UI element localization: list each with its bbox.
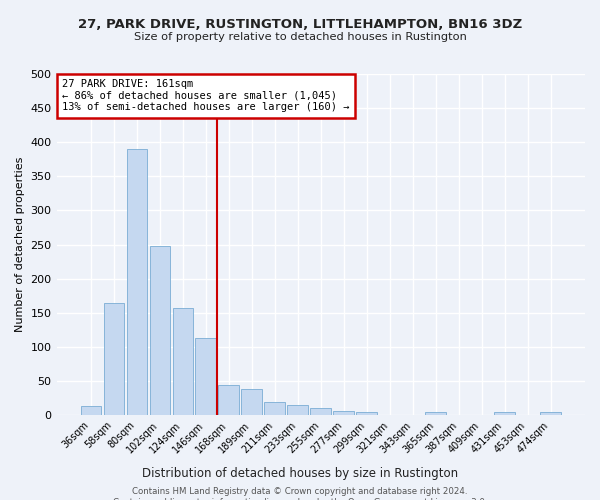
Bar — [241, 388, 262, 415]
Bar — [80, 406, 101, 415]
Bar — [356, 412, 377, 415]
Bar — [149, 246, 170, 415]
Bar — [196, 338, 216, 415]
Bar — [104, 302, 124, 415]
Text: Size of property relative to detached houses in Rustington: Size of property relative to detached ho… — [134, 32, 466, 42]
Text: 27 PARK DRIVE: 161sqm
← 86% of detached houses are smaller (1,045)
13% of semi-d: 27 PARK DRIVE: 161sqm ← 86% of detached … — [62, 79, 349, 112]
Text: 27, PARK DRIVE, RUSTINGTON, LITTLEHAMPTON, BN16 3DZ: 27, PARK DRIVE, RUSTINGTON, LITTLEHAMPTO… — [78, 18, 522, 30]
Bar — [425, 412, 446, 415]
Bar — [265, 402, 285, 415]
Bar — [287, 405, 308, 415]
Bar — [173, 308, 193, 415]
Bar — [310, 408, 331, 415]
Text: Contains HM Land Registry data © Crown copyright and database right 2024.
Contai: Contains HM Land Registry data © Crown c… — [113, 488, 487, 500]
Y-axis label: Number of detached properties: Number of detached properties — [15, 157, 25, 332]
Bar — [540, 412, 561, 415]
Bar — [334, 411, 354, 415]
Text: Distribution of detached houses by size in Rustington: Distribution of detached houses by size … — [142, 468, 458, 480]
Bar — [494, 412, 515, 415]
Bar — [218, 385, 239, 415]
Bar — [127, 149, 147, 415]
